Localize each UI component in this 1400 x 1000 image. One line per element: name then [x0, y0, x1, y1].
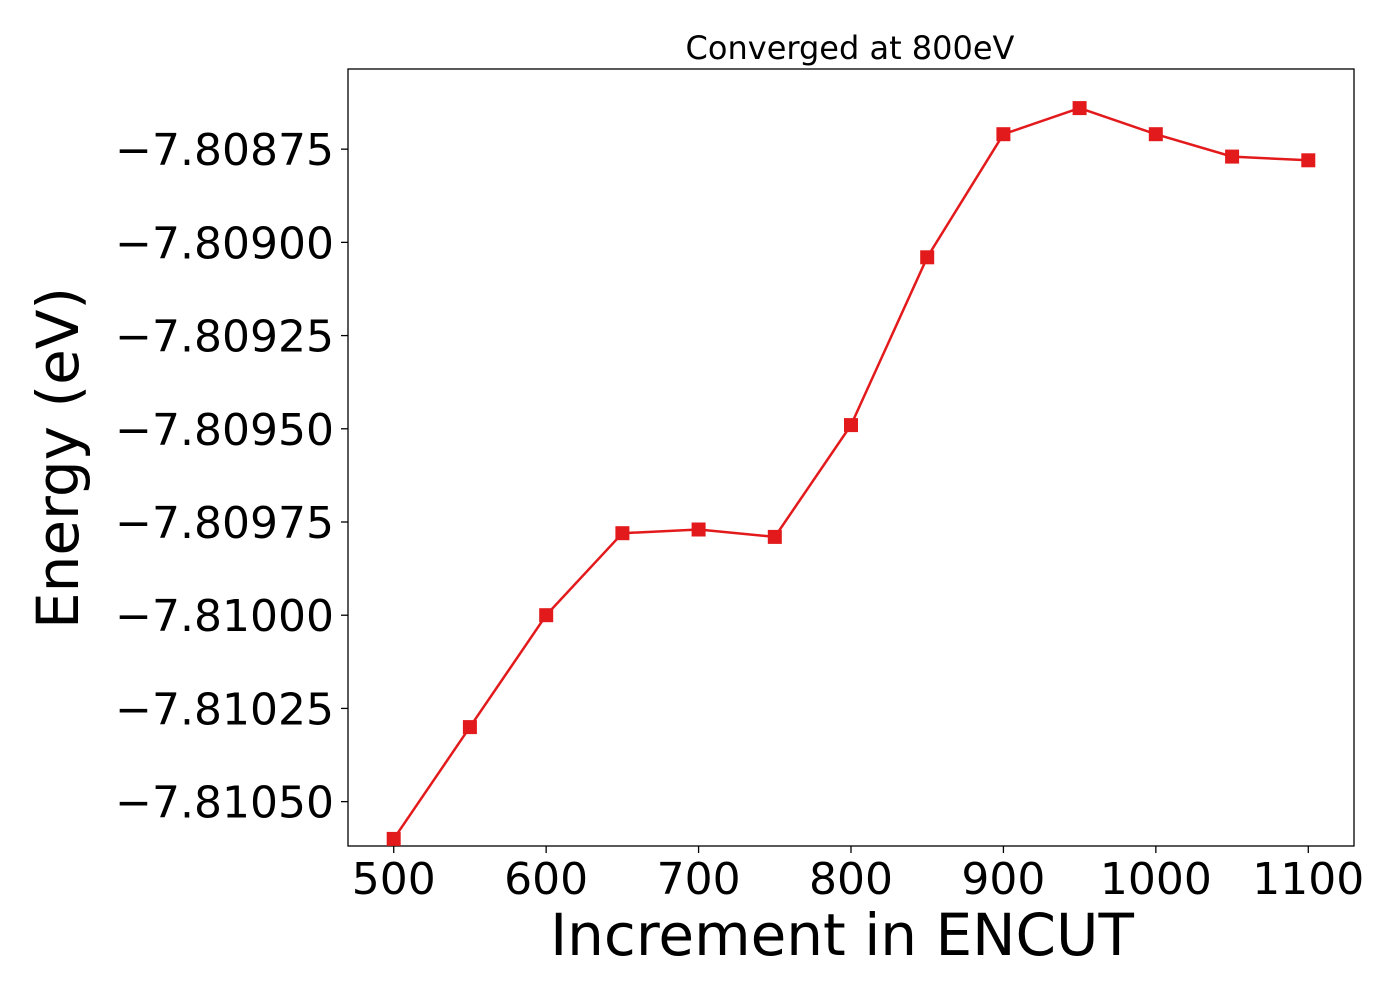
y-tick-label: −7.80975	[115, 498, 334, 549]
x-axis: 500 600 700 800 900 1000 1100	[352, 846, 1364, 905]
x-tick-label: 500	[352, 854, 436, 905]
data-point-marker	[1225, 149, 1240, 164]
data-point-marker	[386, 831, 401, 846]
x-axis-title: Increment in ENCUT	[550, 901, 1134, 969]
x-tick-label: 800	[809, 854, 893, 905]
data-point-marker	[767, 529, 782, 544]
plot-frame	[347, 68, 1355, 847]
data-point-marker	[996, 127, 1011, 142]
data-point-marker	[462, 720, 477, 735]
y-tick-label: −7.80875	[115, 125, 334, 176]
y-tick-label: −7.81000	[115, 591, 334, 642]
data-point-marker	[691, 522, 706, 537]
x-tick-label: 1100	[1252, 854, 1364, 905]
data-point-marker	[1148, 127, 1163, 142]
y-tick-label: −7.81025	[115, 684, 334, 735]
series-layer	[386, 101, 1316, 846]
chart-title: Converged at 800eV	[686, 29, 1015, 67]
y-tick-label: −7.80950	[115, 405, 334, 456]
x-tick-label: 900	[961, 854, 1045, 905]
y-tick-label: −7.80925	[115, 312, 334, 363]
data-point-marker	[615, 526, 630, 541]
x-tick-label: 700	[657, 854, 741, 905]
series-line	[392, 106, 1309, 840]
x-tick-label: 600	[504, 854, 588, 905]
data-point-marker	[844, 418, 858, 433]
x-tick-label: 1000	[1100, 854, 1212, 905]
y-axis-title: Energy (eV)	[24, 287, 92, 629]
y-tick-label: −7.80900	[115, 218, 334, 269]
y-tick-label: −7.81050	[115, 778, 334, 829]
data-point-marker	[1301, 153, 1316, 168]
data-point-marker	[539, 608, 554, 623]
data-point-marker	[920, 250, 935, 265]
y-axis: −7.80875 −7.80900 −7.80925 −7.80950 −7.80975…	[115, 125, 348, 829]
data-point-marker	[1072, 101, 1087, 116]
